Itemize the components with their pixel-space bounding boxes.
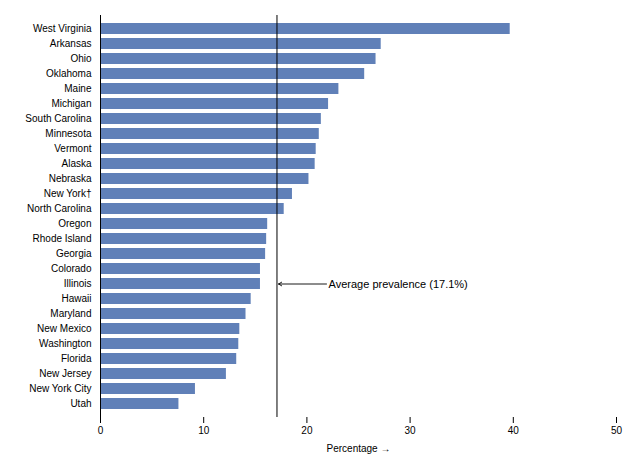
svg-text:North Carolina: North Carolina xyxy=(27,203,92,214)
svg-text:Georgia: Georgia xyxy=(56,248,92,259)
svg-text:30: 30 xyxy=(405,425,417,436)
svg-text:Hawaii: Hawaii xyxy=(61,293,91,304)
svg-text:Average prevalence (17.1%): Average prevalence (17.1%) xyxy=(329,278,468,290)
svg-text:Michigan: Michigan xyxy=(51,98,91,109)
svg-text:New Mexico: New Mexico xyxy=(37,323,92,334)
svg-text:Percentage →: Percentage → xyxy=(327,443,391,454)
svg-text:Maryland: Maryland xyxy=(50,308,91,319)
svg-text:Oregon: Oregon xyxy=(58,218,91,229)
svg-text:Illinois: Illinois xyxy=(64,278,92,289)
svg-text:West Virginia: West Virginia xyxy=(33,23,92,34)
svg-text:Nebraska: Nebraska xyxy=(49,173,92,184)
svg-text:40: 40 xyxy=(508,425,520,436)
svg-text:Minnesota: Minnesota xyxy=(45,128,92,139)
svg-text:New Jersey: New Jersey xyxy=(39,368,91,379)
svg-text:0: 0 xyxy=(98,425,104,436)
svg-text:Alaska: Alaska xyxy=(61,158,91,169)
svg-text:Arkansas: Arkansas xyxy=(50,38,92,49)
svg-text:Washington: Washington xyxy=(39,338,91,349)
svg-text:Maine: Maine xyxy=(64,83,92,94)
svg-text:Vermont: Vermont xyxy=(54,143,91,154)
svg-text:Florida: Florida xyxy=(61,353,92,364)
svg-text:Ohio: Ohio xyxy=(70,53,92,64)
svg-text:Rhode Island: Rhode Island xyxy=(33,233,92,244)
svg-text:50: 50 xyxy=(611,425,623,436)
svg-text:20: 20 xyxy=(301,425,313,436)
svg-text:Utah: Utah xyxy=(70,398,91,409)
svg-text:New York City: New York City xyxy=(29,383,91,394)
svg-text:New York†: New York† xyxy=(44,188,92,199)
svg-text:South Carolina: South Carolina xyxy=(25,113,92,124)
svg-text:10: 10 xyxy=(198,425,210,436)
svg-text:Colorado: Colorado xyxy=(51,263,92,274)
svg-text:Oklahoma: Oklahoma xyxy=(46,68,92,79)
